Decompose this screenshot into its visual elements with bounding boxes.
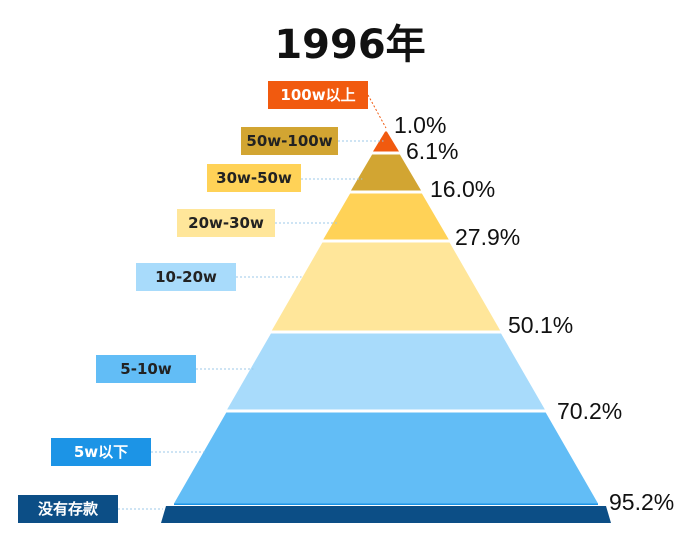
chart-title: 1996年	[274, 22, 426, 68]
tier-label-no-savings: 没有存款	[18, 495, 118, 523]
tier-5-10w	[174, 412, 598, 504]
tier-label-50w-100w: 50w-100w	[241, 127, 338, 155]
cumulative-percent-label: 1.0%	[394, 112, 447, 138]
cumulative-percent-label: 95.2%	[609, 489, 675, 515]
cumulative-percent-label: 50.1%	[508, 312, 574, 338]
cumulative-percent-label: 16.0%	[430, 176, 496, 202]
tier-100w-plus	[372, 131, 400, 152]
tier-50w-100w	[350, 154, 422, 191]
tier-label-10-20w: 10-20w	[136, 263, 236, 291]
cumulative-percent-label: 27.9%	[455, 224, 521, 250]
tier-label-20w-30w: 20w-30w	[177, 209, 275, 237]
tier-no-savings	[161, 506, 611, 523]
tier-30w-50w	[323, 193, 449, 240]
tier-20w-30w	[271, 242, 501, 331]
cumulative-percent-label: 70.2%	[557, 398, 623, 424]
tier-10-20w	[227, 333, 545, 410]
tier-under-5w	[174, 503, 598, 505]
tier-label-30w-50w: 30w-50w	[207, 164, 301, 192]
cumulative-percent-label: 6.1%	[406, 138, 459, 164]
tier-label-5-10w: 5-10w	[96, 355, 196, 383]
leader-line	[367, 94, 387, 129]
tier-label-under-5w: 5w以下	[51, 438, 151, 466]
tier-label-100w-plus: 100w以上	[268, 81, 368, 109]
